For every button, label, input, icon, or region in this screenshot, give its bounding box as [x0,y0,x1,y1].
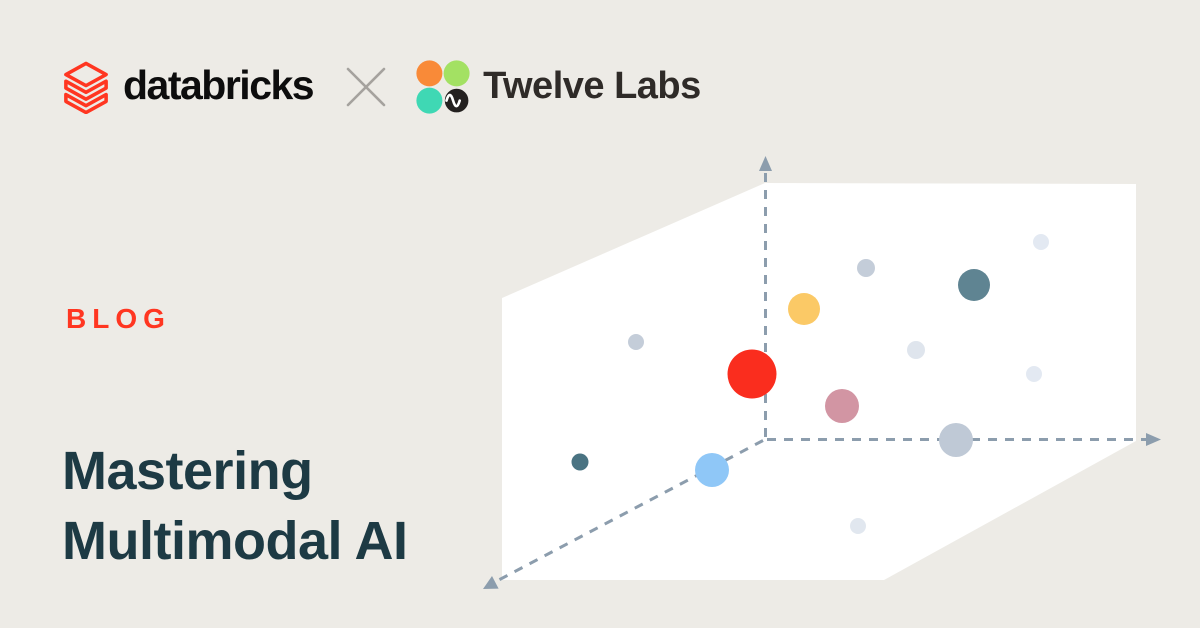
twelvelabs-logo-icon [416,60,471,114]
twelvelabs-wordmark: Twelve Labs [483,65,701,107]
scatter-dot [727,349,777,399]
scatter-dot [907,341,925,359]
scatter-dot [850,518,866,534]
collab-x-icon [346,67,386,107]
title-line-1: Mastering [62,441,313,501]
scatter-dot [571,453,589,471]
title-line-2: Multimodal AI [62,511,408,571]
scatter-dot [1033,234,1049,250]
databricks-logo-icon [64,61,108,114]
scatter-dot [788,293,820,325]
databricks-wordmark: databricks [123,61,315,108]
scatter-dot [628,334,644,350]
axis-arrowheads [483,156,1161,589]
x-axis-arrow-icon [1146,433,1161,446]
scatter-dot [939,423,973,457]
scatter-dots [571,234,1049,534]
scatter-dot [825,389,859,423]
scatter-dot [1026,366,1042,382]
scatter-dot [695,453,729,487]
scatter-dot [958,269,990,301]
z-axis-arrow-icon [483,576,499,589]
logo-lockup: databricks Twelve Labs [62,58,701,116]
scatter-dot [857,259,875,277]
y-axis-arrow-icon [759,156,772,171]
page-title: Mastering Multimodal AI [62,436,408,576]
blog-eyebrow-label: BLOG [66,303,171,334]
